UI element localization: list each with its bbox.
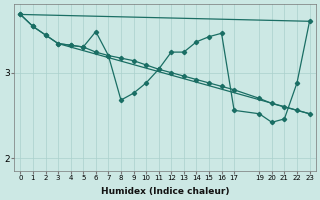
X-axis label: Humidex (Indice chaleur): Humidex (Indice chaleur) bbox=[101, 187, 229, 196]
